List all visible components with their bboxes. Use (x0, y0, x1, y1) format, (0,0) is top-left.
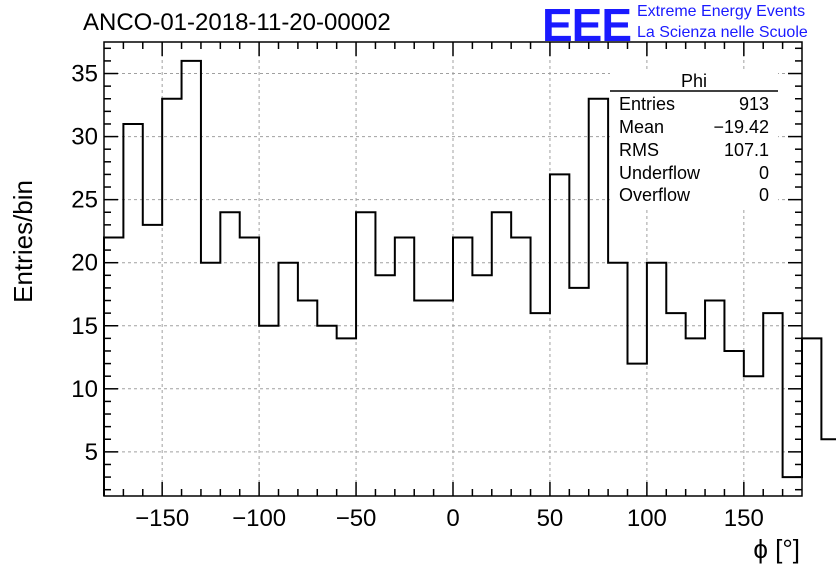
stats-value-mean: −19.42 (713, 117, 769, 137)
histogram-bin (511, 237, 530, 496)
histogram-bin (414, 301, 433, 496)
x-tick-labels: −150 −100 −50 0 50 100 150 (135, 505, 764, 532)
histogram-bin (279, 263, 298, 496)
chart-title: ANCO-01-2018-11-20-00002 (83, 9, 391, 36)
y-tick-label: 20 (71, 250, 98, 277)
histogram-bin (569, 288, 588, 496)
histogram-bin (317, 326, 336, 496)
histogram-bin (647, 263, 666, 496)
x-tick-label: 150 (724, 505, 764, 532)
x-tick-label: −50 (336, 505, 377, 532)
histogram-bin (162, 99, 181, 496)
histogram-bin (298, 301, 317, 496)
y-axis-label: Entries/bin (8, 180, 38, 303)
histogram-bin (608, 263, 627, 496)
y-tick-label: 15 (71, 313, 98, 340)
y-tick-labels: 5 10 15 20 25 30 35 (71, 61, 98, 466)
stats-box-bg (610, 72, 778, 208)
stats-value-overflow: 0 (759, 185, 769, 205)
histogram-bin (104, 237, 123, 496)
histogram-bin (375, 275, 394, 496)
histogram-bin (201, 263, 220, 496)
histogram-bin (724, 351, 743, 496)
histogram-bin (686, 338, 705, 496)
histogram-bin (744, 376, 763, 496)
y-tick-label: 25 (71, 187, 98, 214)
stats-value-entries: 913 (739, 94, 769, 114)
x-axis-label: ϕ [°] (753, 534, 800, 564)
histogram-bin (589, 99, 608, 496)
histogram-bin (337, 338, 356, 496)
y-tick-label: 30 (71, 124, 98, 151)
stats-label-mean: Mean (619, 117, 664, 137)
stats-label-rms: RMS (619, 140, 659, 160)
histogram-bin (802, 338, 821, 496)
histogram-bin (356, 212, 375, 496)
histogram-bin (666, 313, 685, 496)
histogram-bin (550, 174, 569, 496)
x-tick-label: −150 (135, 505, 189, 532)
histogram-bin (240, 237, 259, 496)
histogram-bin (182, 61, 201, 496)
histogram-bin (434, 301, 453, 496)
histogram-bin (143, 225, 162, 496)
histogram-bin (492, 212, 511, 496)
histogram-outline (103, 59, 836, 496)
logo-tagline-2: La Scienza nelle Scuole (637, 24, 808, 41)
histogram-bin (821, 439, 836, 496)
histogram-bin (259, 326, 278, 496)
logo-tagline-1: Extreme Energy Events (637, 3, 806, 20)
x-tick-label: −100 (232, 505, 286, 532)
axis-ticks (104, 42, 802, 496)
stats-value-rms: 107.1 (724, 140, 769, 160)
stats-label-underflow: Underflow (619, 163, 701, 183)
histogram-bin (705, 301, 724, 496)
stats-box-title: Phi (681, 71, 707, 91)
y-tick-label: 35 (71, 61, 98, 88)
histogram-bin (763, 313, 782, 496)
x-tick-label: 50 (537, 505, 564, 532)
histogram-bin (531, 313, 550, 496)
histogram-bin (453, 237, 472, 496)
y-tick-label: 5 (85, 439, 98, 466)
histogram-bin (628, 364, 647, 496)
stats-label-overflow: Overflow (619, 185, 691, 205)
stats-box: Phi Entries 913 Mean −19.42 RMS 107.1 Un… (610, 71, 778, 208)
histogram-bin (395, 237, 414, 496)
histogram-bin (783, 477, 802, 496)
histogram-bin (123, 124, 142, 496)
stats-value-underflow: 0 (759, 163, 769, 183)
histogram-bin (472, 275, 491, 496)
y-tick-label: 10 (71, 376, 98, 403)
histogram-bin (220, 212, 239, 496)
stats-label-entries: Entries (619, 94, 675, 114)
x-tick-label: 100 (627, 505, 667, 532)
x-tick-label: 0 (446, 505, 459, 532)
